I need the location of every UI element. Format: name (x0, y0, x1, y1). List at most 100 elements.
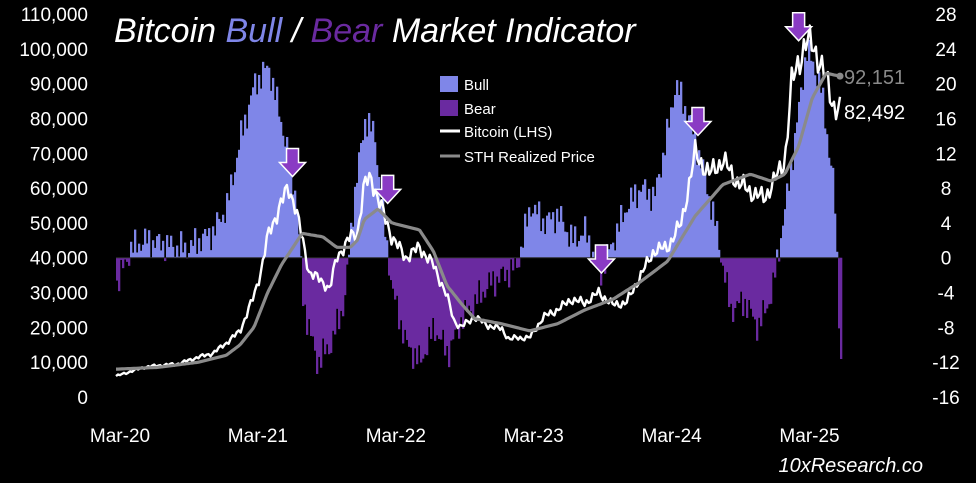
y-left-tick-label: 20,000 (30, 318, 88, 339)
bear-bar (390, 257, 393, 281)
btc-last-value: 82,492 (844, 102, 905, 124)
bull-bar (592, 251, 595, 258)
y-right-tick-label: 12 (935, 144, 956, 165)
bull-bar (810, 60, 813, 258)
bull-bar (196, 253, 199, 258)
bear-bar (428, 257, 431, 327)
bear-bar (732, 257, 735, 322)
bull-bar (690, 114, 693, 258)
bull-bar (580, 235, 583, 258)
legend-swatch-bull (440, 76, 458, 92)
bull-bar (664, 155, 667, 258)
bull-bar (626, 212, 629, 258)
bear-bar (750, 257, 753, 309)
bull-bar (608, 249, 611, 258)
bear-bar (128, 257, 131, 266)
bull-bar (558, 221, 561, 258)
bull-bar (698, 150, 701, 258)
bear-bar (510, 257, 513, 260)
bear-bar (752, 257, 755, 317)
bull-bar (618, 231, 621, 258)
bull-bar (704, 174, 707, 258)
bull-bar (358, 152, 361, 258)
bull-bar (674, 94, 677, 258)
bear-bar (338, 257, 341, 330)
bear-bar (304, 257, 307, 305)
bull-bar (824, 128, 827, 258)
bull-bar (644, 179, 647, 258)
bull-bar (246, 128, 249, 258)
bull-bar (790, 163, 793, 258)
bull-bar (220, 221, 223, 258)
bear-bar (332, 257, 335, 331)
bull-bar (566, 232, 569, 258)
bull-bar (806, 60, 809, 258)
bull-bar (542, 218, 545, 258)
legend-label-sth: STH Realized Price (464, 149, 595, 166)
bull-bar (780, 238, 783, 258)
bull-bar (816, 86, 819, 258)
bear-bar (452, 257, 455, 340)
bull-bar (386, 240, 389, 258)
bull-bar (168, 246, 171, 258)
bear-bar (346, 257, 349, 265)
bull-bar (540, 231, 543, 258)
bull-bar (140, 250, 143, 258)
bull-bar (788, 190, 791, 258)
bear-bar (518, 257, 521, 268)
y-left-tick-label: 60,000 (30, 179, 88, 200)
bear-bar (392, 257, 395, 289)
bear-bar (762, 257, 765, 301)
y-right-tick-label: 4 (941, 214, 952, 235)
bear-bar (476, 257, 479, 304)
bear-bar (310, 257, 313, 336)
bull-bar (554, 233, 557, 258)
bull-bar (538, 201, 541, 258)
bull-bar (574, 226, 577, 258)
bull-bar (296, 211, 299, 258)
bear-bar (840, 257, 843, 360)
bull-bar (662, 152, 665, 258)
y-left-tick-label: 110,000 (21, 5, 88, 26)
bull-bar (202, 233, 205, 258)
bull-bar (694, 132, 697, 258)
bull-bar (172, 246, 175, 258)
bull-bar (640, 191, 643, 258)
title-part2: Market Indicator (382, 12, 637, 50)
bear-bar (838, 257, 841, 329)
bull-bar (366, 136, 369, 258)
bear-bar (312, 257, 315, 337)
bull-bar (536, 214, 539, 258)
bull-bar (818, 72, 821, 258)
legend-swatch-bear (440, 100, 458, 116)
sth-end-marker (836, 72, 844, 80)
bull-bar (162, 240, 165, 258)
bull-bar (226, 193, 229, 258)
bear-bar (760, 257, 763, 327)
bear-bar (446, 257, 449, 346)
down-arrow-icon (586, 244, 617, 275)
bear-bar (334, 257, 337, 335)
bear-bar (744, 257, 747, 299)
y-left-tick-label: 40,000 (30, 249, 88, 270)
bull-bar (134, 229, 137, 258)
bull-bar (232, 185, 235, 258)
bull-bar (836, 251, 839, 258)
bull-bar (380, 203, 383, 258)
indicator-area (116, 39, 843, 374)
bear-bar (456, 257, 459, 325)
y-left-tick-label: 100,000 (19, 40, 88, 61)
bear-bar (326, 257, 329, 345)
bull-bar (288, 163, 291, 258)
bull-bar (670, 107, 673, 258)
bull-bar (646, 199, 649, 258)
bull-bar (718, 249, 721, 258)
bull-bar (588, 235, 591, 258)
bear-bar (730, 257, 733, 304)
bull-bar (632, 201, 635, 258)
bull-bar (656, 177, 659, 258)
bull-bar (650, 210, 653, 258)
bull-bar (266, 65, 269, 258)
y-left-tick-label: 10,000 (30, 353, 88, 374)
bull-bar (616, 223, 619, 258)
